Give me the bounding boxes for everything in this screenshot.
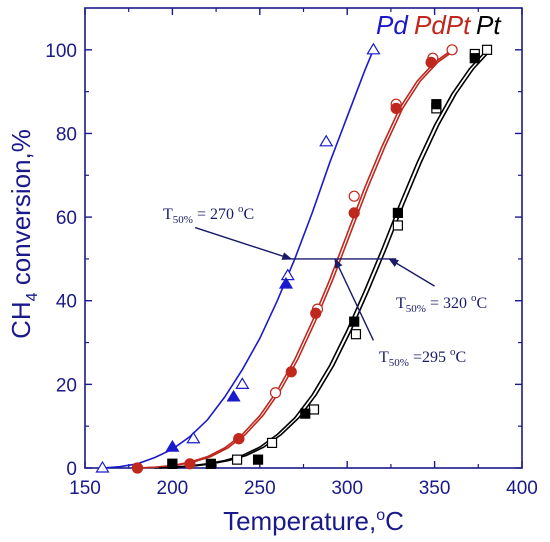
y-axis-title-rest: conversion,% <box>6 129 36 292</box>
data-markers <box>95 42 493 474</box>
data-point-filled-pdpt <box>390 102 402 114</box>
annotation-subscript: 50% <box>389 357 409 369</box>
data-point-open-pt <box>350 329 362 340</box>
axis-ticks: 150 200 250 300 350 400 0 20 40 60 80 100 <box>45 8 538 499</box>
fit-curve-pd <box>102 49 375 469</box>
y-tick-label: 20 <box>56 375 77 396</box>
t50-annotation-0: T50% = 270 oC <box>163 203 254 226</box>
annotation-value: =295 <box>409 349 450 366</box>
x-axis-title-main: Temperature, <box>223 506 376 536</box>
annotation-subscript: 50% <box>173 214 193 226</box>
annotation-value: = 270 <box>193 206 238 223</box>
legend-label-pd: Pd <box>376 10 409 40</box>
data-point-filled-pdpt <box>348 207 360 219</box>
data-point-open-pd <box>186 431 201 444</box>
x-tick-label: 350 <box>419 478 451 499</box>
annotation-degree: o <box>471 292 477 304</box>
annotation-subscript: 50% <box>406 303 426 315</box>
x-tick-label: 300 <box>331 478 363 499</box>
x-tick-label: 400 <box>506 478 538 499</box>
annotation-unit: C <box>243 206 254 223</box>
data-point-filled-pt <box>392 207 403 219</box>
annotation-prefix: T <box>163 206 173 223</box>
y-tick-label: 40 <box>56 292 77 313</box>
data-point-open-pd <box>366 42 381 55</box>
y-axis-title-subscript: 4 <box>24 292 41 301</box>
data-point-filled-pt <box>205 458 216 469</box>
x-tick-label: 250 <box>244 478 276 499</box>
data-point-filled-pd <box>165 439 180 452</box>
data-point-open-pt <box>266 437 278 449</box>
data-point-filled-pdpt <box>285 366 297 378</box>
annotation-prefix: T <box>379 349 389 366</box>
y-tick-label: 60 <box>56 208 77 229</box>
data-point-open-pd <box>280 268 295 281</box>
data-point-filled-pdpt <box>310 307 322 319</box>
arrow-pdpt-t50 <box>334 258 375 341</box>
data-point-open-pd <box>319 134 334 147</box>
data-point-open-pt <box>481 44 493 55</box>
annotation-prefix: T <box>396 295 406 312</box>
data-point-filled-pt <box>469 53 480 64</box>
annotation-value: = 320 <box>426 295 471 312</box>
legend-label-pt: Pt <box>476 10 502 40</box>
data-point-filled-pdpt <box>184 458 196 470</box>
annotation-degree: o <box>450 346 456 358</box>
annotation-unit: C <box>476 295 487 312</box>
x-axis-title: Temperature,oC <box>223 506 404 536</box>
data-point-open-pd <box>235 377 250 389</box>
y-axis-title-ch: CH <box>6 301 36 339</box>
data-point-open-pt <box>392 220 403 231</box>
legend-label-pdpt: PdPt <box>414 10 472 40</box>
data-point-filled-pt <box>167 458 178 469</box>
x-tick-label: 150 <box>69 478 101 499</box>
y-tick-label: 0 <box>66 459 77 480</box>
data-point-filled-pd <box>226 389 241 402</box>
data-point-open-pdpt <box>348 190 360 202</box>
data-point-filled-pt <box>349 316 360 327</box>
x-axis-title-unit: C <box>385 506 404 536</box>
data-point-filled-pdpt <box>425 56 437 68</box>
data-point-filled-pt <box>252 454 264 465</box>
t50-annotation-1: T50% = 320 oC <box>396 292 487 315</box>
x-axis-title-degree: o <box>376 507 385 524</box>
data-point-filled-pdpt <box>233 433 245 445</box>
legend: Pd PdPt Pt <box>376 10 502 40</box>
data-point-open-pdpt <box>269 387 282 399</box>
annotation-degree: o <box>238 203 244 215</box>
data-point-open-pt <box>231 454 243 465</box>
data-point-filled-pd <box>278 276 294 289</box>
data-point-filled-pt <box>431 99 442 110</box>
data-point-open-pt <box>308 404 320 415</box>
y-axis-title: CH4 conversion,% <box>6 129 41 339</box>
x-tick-label: 200 <box>157 478 189 499</box>
y-tick-label: 80 <box>56 124 77 145</box>
arrow-pt-t50 <box>388 258 435 287</box>
arrow-pd-t50 <box>194 226 293 260</box>
annotation-unit: C <box>455 349 466 366</box>
data-point-filled-pdpt <box>131 462 144 474</box>
data-point-open-pd <box>95 460 110 473</box>
t50-annotation-2: T50% =295 oC <box>379 346 466 369</box>
data-point-open-pdpt <box>446 44 458 56</box>
data-point-filled-pt <box>300 408 311 419</box>
y-tick-label: 100 <box>45 41 77 62</box>
